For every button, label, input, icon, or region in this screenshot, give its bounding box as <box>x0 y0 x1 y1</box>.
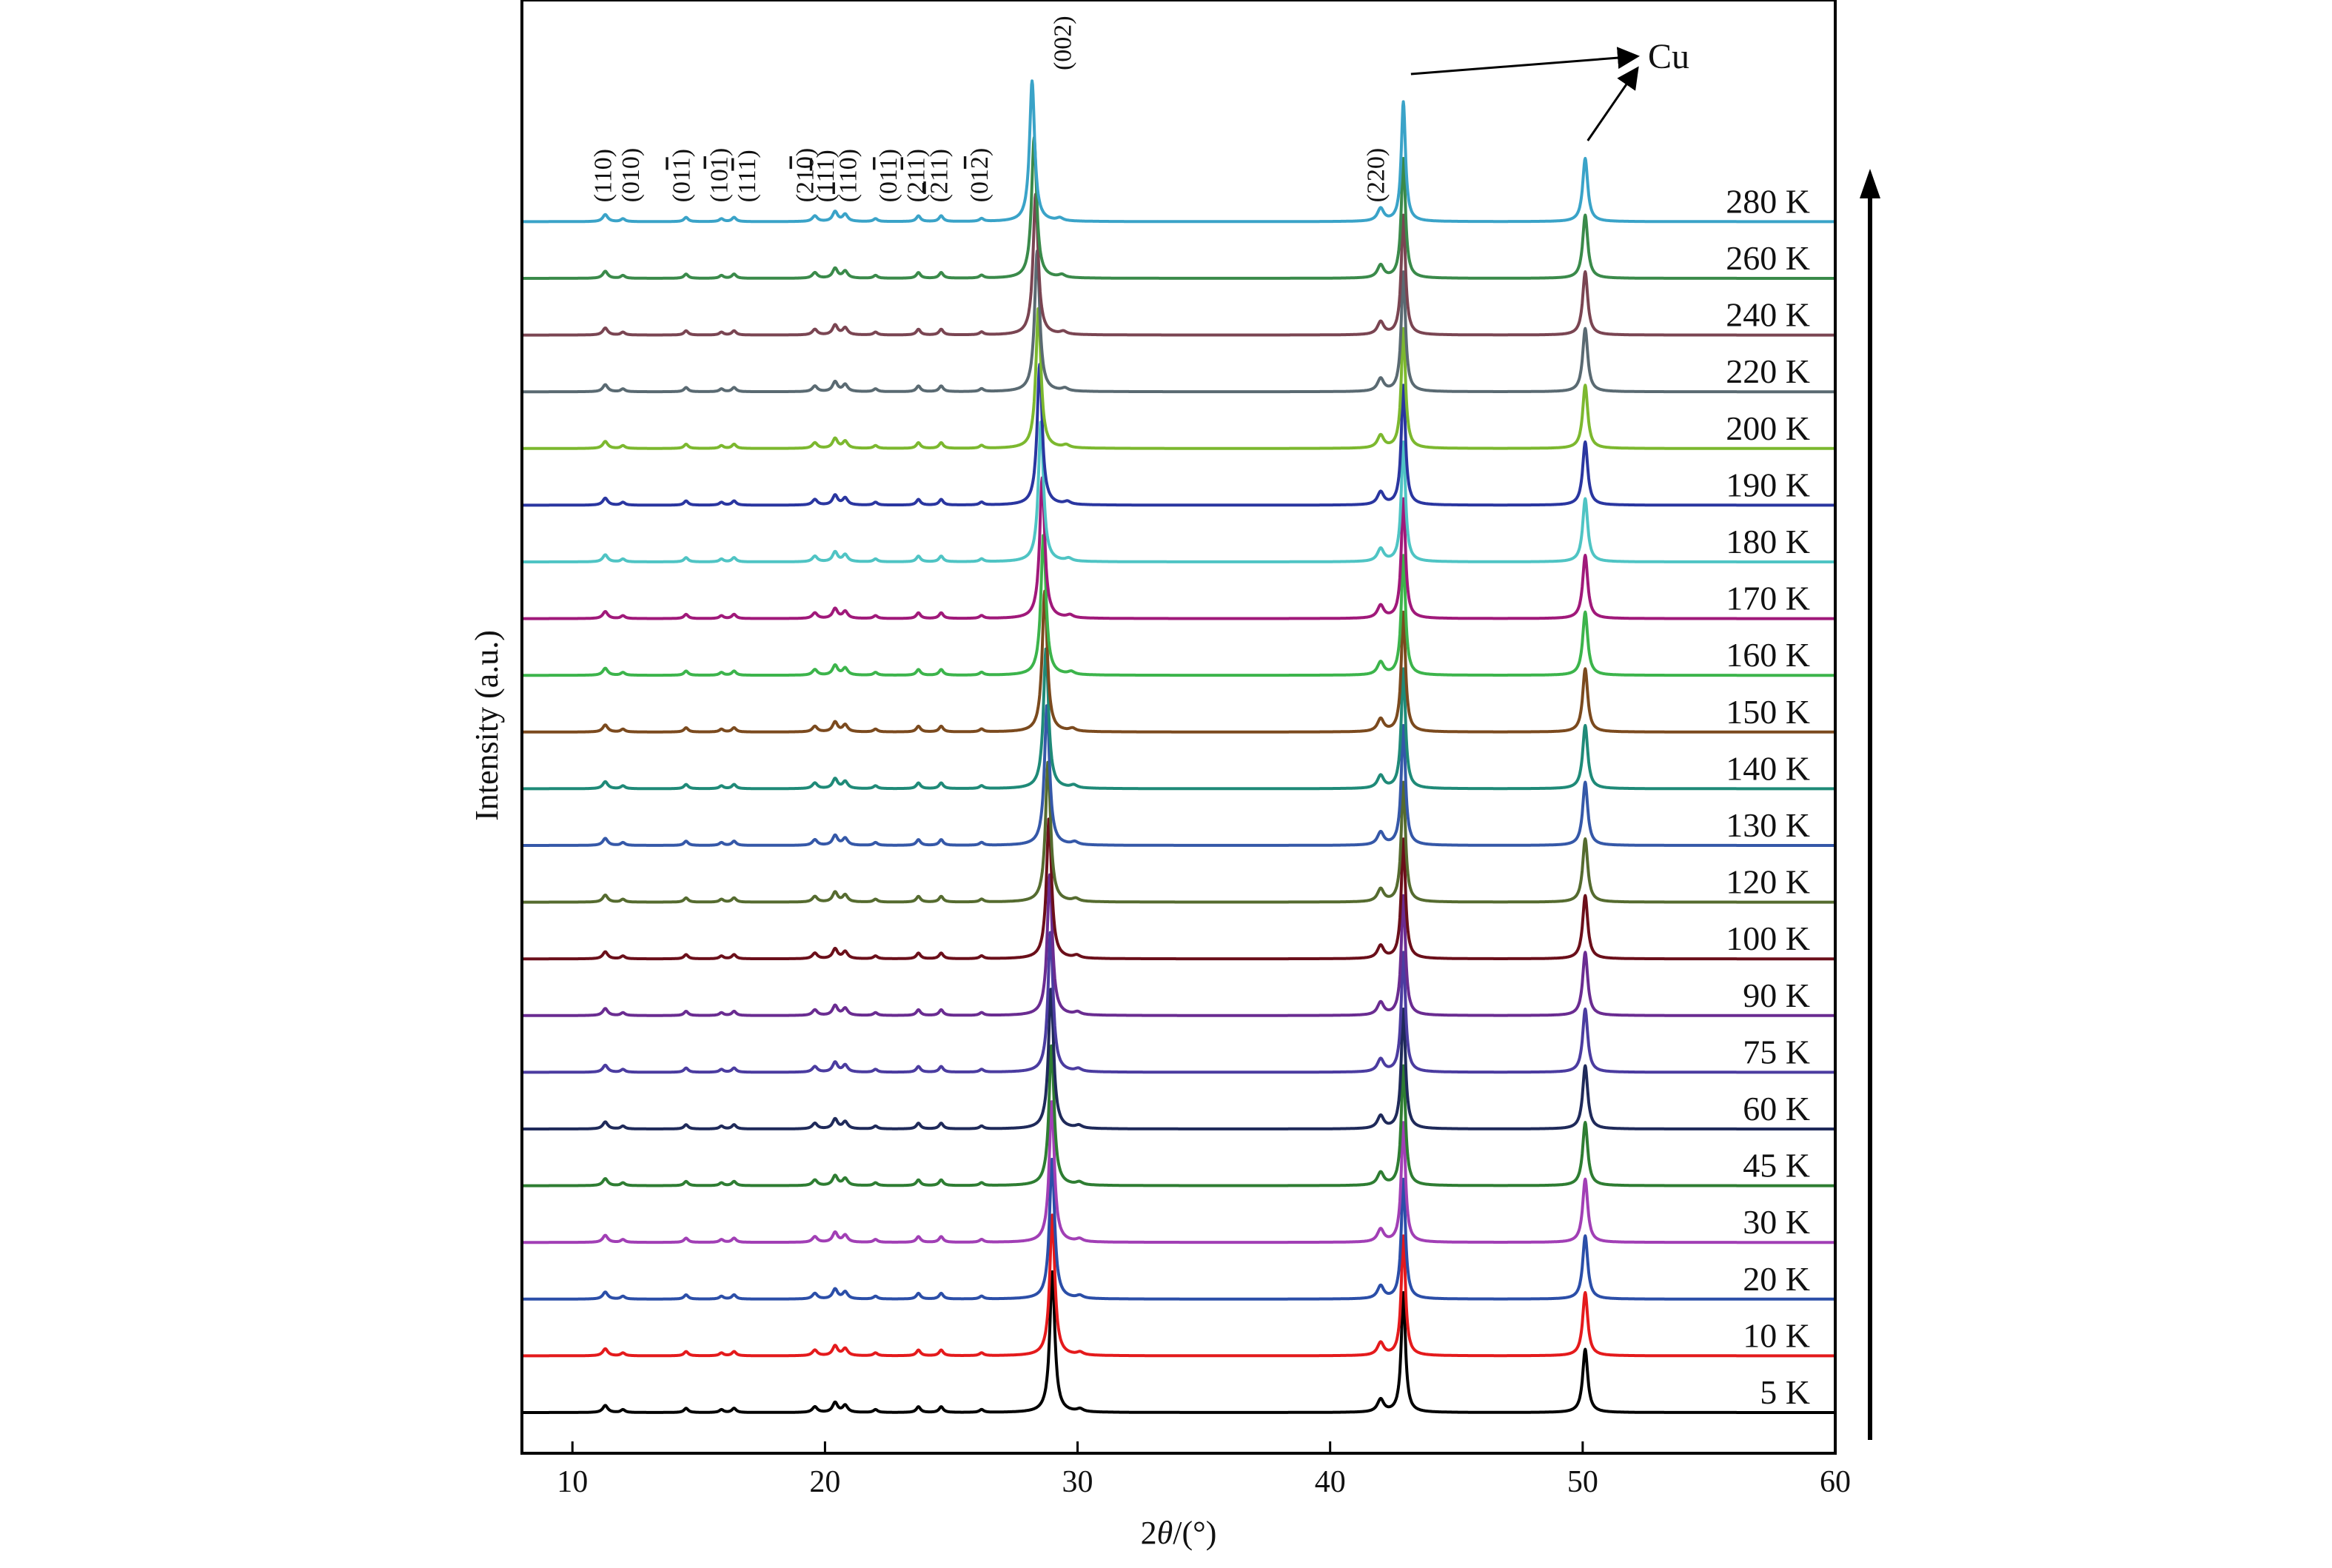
hkl-label-2: (011) <box>668 149 695 202</box>
series-label-group: 5 K 10 K 20 K 30 K 45 K 60 K 75 K 90 K 100 K 120 … <box>1726 182 1810 1411</box>
plot-frame <box>520 0 1837 1455</box>
series-label-160k: 160 K <box>1726 636 1810 674</box>
cu-arrow-to-43 <box>1410 47 1640 76</box>
series-line-60k <box>520 988 1837 1130</box>
hkl-label-10-bar: 2 <box>925 181 953 194</box>
series-line-10k <box>520 1213 1837 1358</box>
hkl-label-5-bar: 0 <box>792 156 820 169</box>
hkl-label-6-bar: 1 <box>812 158 840 171</box>
hkl-label-002: (002) <box>1049 16 1076 70</box>
series-label-5k: 5 K <box>1760 1373 1810 1411</box>
hkl-label-1: (010) <box>617 148 645 203</box>
series-line-260k <box>520 135 1837 280</box>
series-label-120k: 120 K <box>1726 863 1810 901</box>
series-label-100k: 100 K <box>1726 919 1810 957</box>
series-line-190k <box>520 363 1837 507</box>
hkl-label-10: (211) <box>925 149 953 202</box>
series-label-240k: 240 K <box>1726 296 1810 334</box>
series-label-260k: 260 K <box>1726 239 1810 277</box>
x-tick-label-50: 50 <box>1567 1465 1598 1499</box>
series-line-45k <box>520 1044 1837 1187</box>
series-line-160k <box>520 534 1837 677</box>
series-label-280k: 280 K <box>1726 182 1810 220</box>
series-label-30k: 30 K <box>1743 1203 1810 1241</box>
hkl-label-7: (110) <box>835 149 862 202</box>
series-label-180k: 180 K <box>1726 523 1810 560</box>
series-label-60k: 60 K <box>1743 1090 1810 1128</box>
hkl-label-5-end: ) <box>792 148 820 156</box>
y-axis-label: Intensity (a.u.) <box>469 630 505 821</box>
trace-group <box>520 79 1837 1414</box>
series-label-10k: 10 K <box>1743 1316 1810 1354</box>
series-label-190k: 190 K <box>1726 466 1810 503</box>
series-label-20k: 20 K <box>1743 1260 1810 1298</box>
hkl-label-8-bar: 1 <box>875 157 902 170</box>
hkl-label-4-bar: 1 <box>734 158 761 171</box>
cu-annotation: Cu <box>1410 37 1689 141</box>
x-tick-label-30: 30 <box>1062 1465 1093 1499</box>
series-line-90k <box>520 873 1837 1017</box>
hkl-label-2-end: ) <box>668 149 695 157</box>
x-tick-label-60: 60 <box>1820 1465 1851 1499</box>
hkl-label-220: (220) <box>1363 148 1390 203</box>
series-line-75k <box>520 931 1837 1074</box>
hkl-label-7-end: 10) <box>835 149 862 182</box>
hkl-label-10-end: 11) <box>925 149 953 181</box>
hkl-label-11: (012) <box>966 148 994 203</box>
series-line-220k <box>520 249 1837 394</box>
series-line-140k <box>520 647 1837 791</box>
hkl-label-9-end: ) <box>903 149 931 157</box>
series-line-5k <box>520 1270 1837 1414</box>
series-line-180k <box>520 421 1837 563</box>
series-line-150k <box>520 589 1837 734</box>
hkl-label-8: (011) <box>875 149 902 202</box>
hkl-label-3-end: ) <box>706 148 734 156</box>
x-axis-label: 2θ/(°) <box>1141 1515 1217 1551</box>
series-label-90k: 90 K <box>1743 976 1810 1014</box>
series-label-200k: 200 K <box>1726 409 1810 447</box>
temperature-arrow-head <box>1860 169 1880 198</box>
hkl-label-2-bar: 1 <box>668 157 695 170</box>
hkl-label-11-end: ) <box>966 148 994 156</box>
hkl-label-3-bar: 1 <box>706 156 734 169</box>
x-tick-label-20: 20 <box>809 1465 840 1499</box>
series-line-120k <box>520 760 1837 904</box>
hkl-label-8-end: ) <box>875 149 902 157</box>
temperature-arrow <box>1860 169 1880 1440</box>
x-tick-label-10: 10 <box>557 1465 588 1499</box>
series-label-75k: 75 K <box>1743 1033 1810 1071</box>
hkl-label-11-bar: 2 <box>966 156 994 169</box>
series-line-20k <box>520 1158 1837 1301</box>
hkl-label-4: (111) <box>734 150 761 202</box>
series-label-45k: 45 K <box>1743 1147 1810 1185</box>
cu-arrow-to-50 <box>1587 66 1639 141</box>
series-line-130k <box>520 704 1837 847</box>
series-line-30k <box>520 1100 1837 1244</box>
series-label-140k: 140 K <box>1726 749 1810 787</box>
hkl-label-6-end: ) <box>812 150 840 158</box>
hkl-label-5: (210) <box>792 148 820 203</box>
hkl-label-3: (101) <box>706 148 734 203</box>
hkl-label-0: (110) <box>590 149 617 202</box>
series-label-170k: 170 K <box>1726 580 1810 617</box>
series-line-170k <box>520 476 1837 620</box>
series-line-240k <box>520 192 1837 337</box>
x-axis: 10 20 30 40 50 60 <box>557 1441 1851 1499</box>
x-tick-label-40: 40 <box>1315 1465 1346 1499</box>
series-label-150k: 150 K <box>1726 693 1810 731</box>
series-line-280k <box>520 79 1837 224</box>
hkl-label-9: (211) <box>903 149 931 202</box>
series-line-200k <box>520 307 1837 450</box>
hkl-label-6: (111) <box>812 150 840 202</box>
hkl-label-4-end: ) <box>734 150 761 158</box>
cu-label: Cu <box>1648 37 1689 76</box>
hkl-label-9-bar: 1 <box>903 157 931 170</box>
series-label-220k: 220 K <box>1726 352 1810 390</box>
series-label-130k: 130 K <box>1726 806 1810 844</box>
hkl-annotation-group: (110) (010) (011)(101)(111)(210)(111)(110)… <box>590 16 1390 202</box>
hkl-label-7-bar: 1 <box>835 182 862 194</box>
series-line-100k <box>520 817 1837 961</box>
